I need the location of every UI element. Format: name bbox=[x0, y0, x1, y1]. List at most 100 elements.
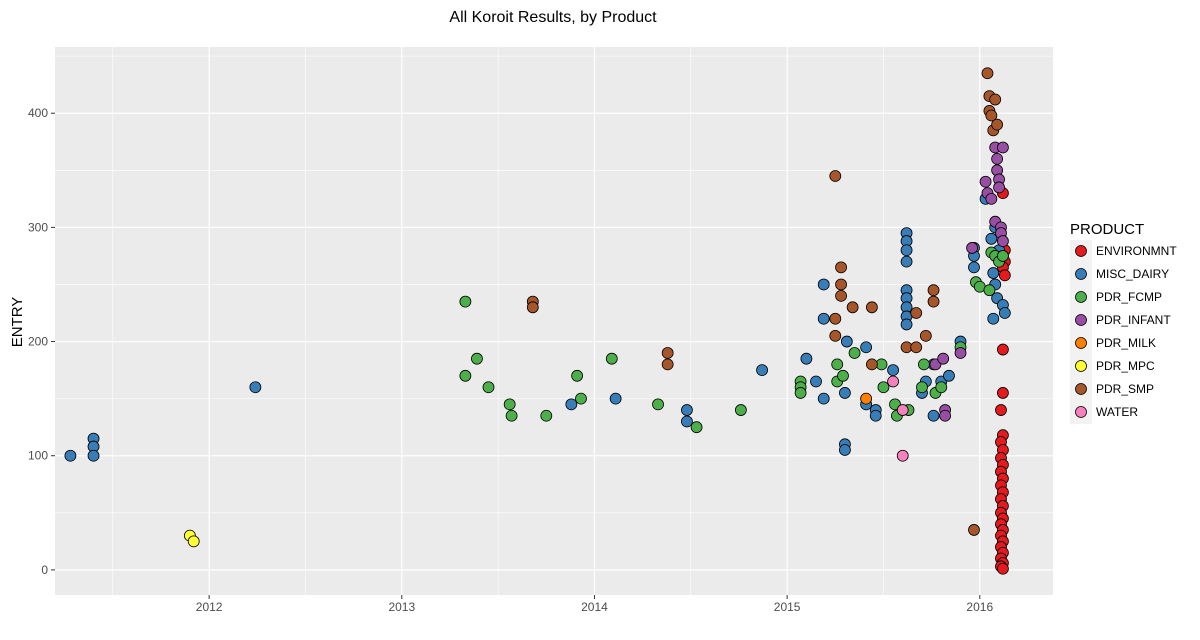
y-tick-label: 100 bbox=[28, 449, 48, 463]
point-pdr-fcmp bbox=[877, 381, 890, 394]
x-tick-label: 2013 bbox=[388, 600, 415, 614]
point-pdr-fcmp bbox=[571, 369, 584, 382]
point-misc-dairy bbox=[998, 307, 1011, 319]
point-pdr-smp bbox=[865, 358, 878, 371]
point-environmnt bbox=[997, 387, 1009, 399]
point-misc-dairy bbox=[869, 409, 882, 422]
x-tick-label: 2014 bbox=[581, 600, 608, 614]
point-pdr-fcmp bbox=[794, 387, 807, 399]
legend-item-water: WATER bbox=[1075, 405, 1138, 419]
point-pdr-smp bbox=[927, 284, 940, 297]
x-tick-label: 2016 bbox=[966, 600, 993, 614]
point-pdr-infant bbox=[997, 141, 1009, 154]
legend-key bbox=[1075, 314, 1087, 326]
point-misc-dairy bbox=[860, 341, 873, 354]
point-environmnt bbox=[997, 343, 1009, 356]
point-pdr-infant bbox=[939, 409, 952, 422]
legend-key bbox=[1075, 383, 1087, 395]
y-tick-label: 300 bbox=[28, 220, 48, 234]
point-pdr-fcmp bbox=[983, 284, 996, 297]
legend-label: PDR_MPC bbox=[1096, 359, 1155, 373]
point-pdr-fcmp bbox=[505, 409, 518, 422]
point-pdr-fcmp bbox=[837, 369, 849, 382]
point-pdr-fcmp bbox=[482, 381, 495, 394]
legend-item-environmnt: ENVIRONMNT bbox=[1075, 244, 1177, 258]
point-misc-dairy bbox=[756, 364, 768, 376]
point-pdr-smp bbox=[526, 301, 539, 314]
point-pdr-smp bbox=[829, 329, 842, 342]
legend-item-pdr-infant: PDR_INFANT bbox=[1075, 313, 1171, 327]
grid-lines bbox=[55, 47, 1053, 595]
point-pdr-fcmp bbox=[734, 404, 747, 416]
point-pdr-fcmp bbox=[605, 352, 618, 365]
point-misc-dairy bbox=[681, 415, 693, 428]
point-pdr-fcmp bbox=[540, 409, 553, 422]
point-pdr-fcmp bbox=[652, 398, 664, 411]
legend-label: MISC_DAIRY bbox=[1096, 267, 1169, 281]
point-misc-dairy bbox=[565, 398, 578, 411]
legend-key bbox=[1075, 337, 1087, 349]
point-pdr-infant bbox=[997, 235, 1009, 247]
point-pdr-infant bbox=[991, 152, 1004, 165]
legend-item-misc-dairy: MISC_DAIRY bbox=[1075, 267, 1169, 281]
point-pdr-fcmp bbox=[459, 369, 472, 382]
legend-key bbox=[1075, 406, 1087, 418]
legend-label: PDR_INFANT bbox=[1096, 313, 1171, 327]
point-pdr-smp bbox=[846, 301, 859, 314]
point-pdr-smp bbox=[991, 118, 1004, 131]
legend: PRODUCT ENVIRONMNT MISC_DAIRY PDR_FCMP PDR_… bbox=[1070, 221, 1177, 424]
point-pdr-fcmp bbox=[459, 295, 472, 308]
point-pdr-smp bbox=[985, 109, 998, 122]
point-pdr-smp bbox=[865, 301, 878, 314]
legend-key bbox=[1075, 291, 1087, 303]
legend-label: PDR_SMP bbox=[1096, 382, 1154, 396]
point-pdr-smp bbox=[919, 329, 932, 342]
legend-key bbox=[1075, 360, 1087, 372]
point-misc-dairy bbox=[609, 392, 622, 405]
legend-item-pdr-mpc: PDR_MPC bbox=[1075, 359, 1155, 373]
point-misc-dairy bbox=[839, 444, 851, 456]
point-water bbox=[896, 404, 909, 416]
point-misc-dairy bbox=[987, 312, 1000, 325]
axis-ticks: 2012 2013 2014 2015 2016 0 100 200 300 400 bbox=[28, 106, 993, 614]
point-misc-dairy bbox=[87, 449, 100, 462]
point-misc-dairy bbox=[64, 449, 77, 462]
point-misc-dairy bbox=[249, 381, 262, 394]
point-environmnt bbox=[997, 562, 1009, 575]
point-pdr-infant bbox=[985, 192, 998, 205]
point-pdr-fcmp bbox=[471, 352, 483, 365]
point-pdr-smp bbox=[910, 341, 923, 354]
point-pdr-fcmp bbox=[575, 392, 587, 405]
legend-key bbox=[1075, 268, 1087, 280]
point-pdr-mpc bbox=[187, 535, 200, 548]
point-misc-dairy bbox=[927, 409, 940, 422]
point-pdr-infant bbox=[954, 347, 967, 359]
point-pdr-smp bbox=[661, 347, 674, 359]
point-misc-dairy bbox=[943, 369, 955, 382]
point-pdr-smp bbox=[835, 289, 847, 302]
point-pdr-fcmp bbox=[848, 347, 861, 359]
point-misc-dairy bbox=[800, 352, 813, 365]
point-pdr-fcmp bbox=[503, 398, 516, 411]
point-pdr-infant bbox=[979, 175, 992, 188]
point-pdr-fcmp bbox=[916, 381, 928, 394]
point-pdr-smp bbox=[835, 278, 847, 291]
point-pdr-smp bbox=[968, 524, 980, 536]
point-pdr-infant bbox=[966, 242, 978, 254]
point-misc-dairy bbox=[810, 375, 822, 388]
point-misc-dairy bbox=[817, 392, 830, 405]
point-misc-dairy bbox=[900, 318, 913, 331]
point-misc-dairy bbox=[840, 335, 853, 348]
point-pdr-smp bbox=[927, 295, 940, 308]
legend-item-pdr-smp: PDR_SMP bbox=[1075, 382, 1154, 396]
point-pdr-fcmp bbox=[690, 421, 703, 434]
point-pdr-smp bbox=[835, 261, 847, 274]
point-pdr-milk bbox=[860, 392, 873, 405]
x-tick-label: 2015 bbox=[774, 600, 801, 614]
legend-key bbox=[1075, 245, 1087, 257]
point-environmnt bbox=[998, 269, 1011, 282]
point-misc-dairy bbox=[900, 244, 913, 257]
point-pdr-smp bbox=[661, 358, 674, 371]
point-misc-dairy bbox=[817, 278, 830, 291]
